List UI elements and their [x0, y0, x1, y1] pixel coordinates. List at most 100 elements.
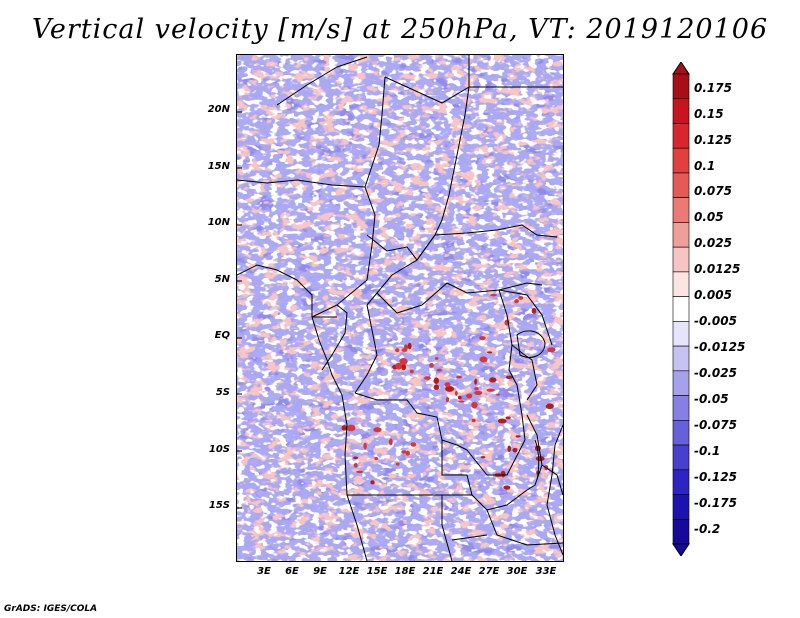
ascent-spot: [518, 295, 524, 300]
ascent-spot: [410, 442, 417, 447]
ascent-spot: [445, 385, 455, 392]
ascent-spot: [454, 390, 458, 396]
colorbar-arrow-top: [672, 62, 690, 75]
colorbar: [672, 62, 690, 556]
colorbar-label-015: 0.15: [694, 107, 724, 121]
ascent-spot: [353, 456, 359, 460]
ascent-spot: [545, 403, 554, 410]
ascent-spot: [505, 375, 514, 379]
colorbar-label-neg02: -0.2: [694, 522, 721, 536]
colorbar-swatch: [672, 444, 690, 471]
ascent-spot: [490, 293, 497, 297]
lat-label-20n: 20N: [207, 104, 230, 115]
ascent-spot: [480, 456, 486, 459]
coastline-west: [237, 264, 368, 561]
lat-ticks: [237, 111, 242, 509]
colorbar-label-neg0025: -0.025: [694, 366, 737, 380]
border-nigeria-cameroon: [311, 186, 376, 318]
border-southsudan-car: [366, 234, 436, 306]
ascent-spot: [374, 457, 379, 461]
lon-label-3e: 3E: [257, 566, 271, 577]
border-chad-sudan: [434, 86, 470, 236]
border-angola-zambia: [441, 440, 473, 496]
ascent-spot: [436, 368, 443, 372]
ascent-spot: [433, 377, 439, 384]
colorbar-arrow-bottom: [672, 543, 690, 556]
ascent-spot: [531, 307, 537, 314]
lat-label-eq: EQ: [214, 330, 230, 341]
ascent-spot: [535, 456, 545, 462]
lat-label-5n: 5N: [214, 274, 230, 285]
strong-ascent-spots: [341, 293, 556, 490]
ascent-spot: [403, 344, 409, 351]
ascent-spot: [474, 387, 479, 391]
ascent-spot: [409, 369, 414, 374]
colorbar-swatch: [672, 370, 690, 396]
ascent-spot: [457, 395, 462, 400]
ascent-spot: [395, 362, 402, 370]
ascent-spot: [496, 393, 501, 396]
colorbar-swatch: [672, 197, 690, 223]
ascent-spot: [474, 390, 483, 396]
field-neutral: [237, 55, 563, 561]
colorbar-swatch: [672, 98, 690, 124]
lake-victoria: [516, 330, 546, 358]
lat-label-5s: 5S: [215, 387, 230, 398]
ascent-spot: [471, 418, 476, 423]
colorbar-swatch: [672, 123, 690, 149]
colorbar-label-0075: 0.075: [694, 184, 732, 198]
colorbar-label-neg005: -0.05: [694, 392, 729, 406]
colorbar-swatch: [672, 469, 690, 495]
lat-label-10s: 10S: [208, 444, 230, 455]
lon-label-21e: 21E: [422, 566, 444, 577]
border-car-drc: [376, 282, 500, 314]
colorbar-swatch: [672, 518, 690, 545]
colorbar-swatch: [672, 271, 690, 297]
ascent-spot: [503, 485, 511, 490]
border-uganda-kenya: [498, 289, 553, 346]
lon-label-6e: 6E: [285, 566, 299, 577]
velocity-map: [236, 54, 564, 562]
lon-label-9e: 9E: [313, 566, 327, 577]
border-mozambique: [541, 464, 563, 496]
border-sudan-southsudan: [434, 224, 558, 238]
lat-label-15s: 15S: [208, 500, 230, 511]
border-namibia-botswana: [441, 495, 453, 561]
border-zambia-zimbabwe: [471, 489, 528, 511]
lake-malawi: [534, 439, 540, 481]
colorbar-swatch: [672, 395, 690, 421]
ascent-spot: [515, 435, 521, 438]
border-zambia-drc-south: [466, 439, 526, 476]
border-zimbabwe-south: [486, 509, 563, 546]
lon-label-12e: 12E: [338, 566, 360, 577]
colorbar-label-0005: 0.005: [694, 288, 732, 302]
colorbar-label-0125: 0.125: [694, 133, 732, 147]
border-niger-nigeria: [237, 179, 366, 188]
border-drc-angola: [354, 392, 468, 451]
border-lake-tanganyika: [511, 344, 538, 401]
lat-label-10n: 10N: [207, 217, 230, 228]
colorbar-label-neg0075: -0.075: [694, 418, 737, 432]
ascent-spot: [445, 397, 450, 403]
grads-credit: GrADS: IGES/COLA: [4, 604, 98, 614]
border-chad-niger: [364, 76, 386, 188]
lat-label-15n: 15N: [207, 161, 230, 172]
colorbar-label-neg00125: -0.0125: [694, 340, 746, 354]
colorbar-swatch: [672, 296, 690, 322]
ascent-spot: [434, 357, 439, 360]
lon-label-24e: 24E: [450, 566, 472, 577]
ascent-spot: [346, 424, 356, 432]
ascent-spot: [401, 363, 407, 371]
colorbar-label-neg0125: -0.125: [694, 470, 737, 484]
colorbar-swatch: [672, 73, 690, 100]
border-libya-chad: [384, 76, 470, 104]
ascent-spot: [370, 480, 375, 485]
lon-label-15e: 15E: [366, 566, 388, 577]
ascent-spot: [395, 462, 400, 466]
colorbar-swatch: [672, 494, 690, 520]
border-congo-drc: [354, 304, 378, 394]
ascent-spot: [407, 342, 412, 350]
colorbar-swatch: [672, 172, 690, 198]
ascent-spot: [489, 377, 497, 383]
ascent-spot: [395, 348, 400, 353]
